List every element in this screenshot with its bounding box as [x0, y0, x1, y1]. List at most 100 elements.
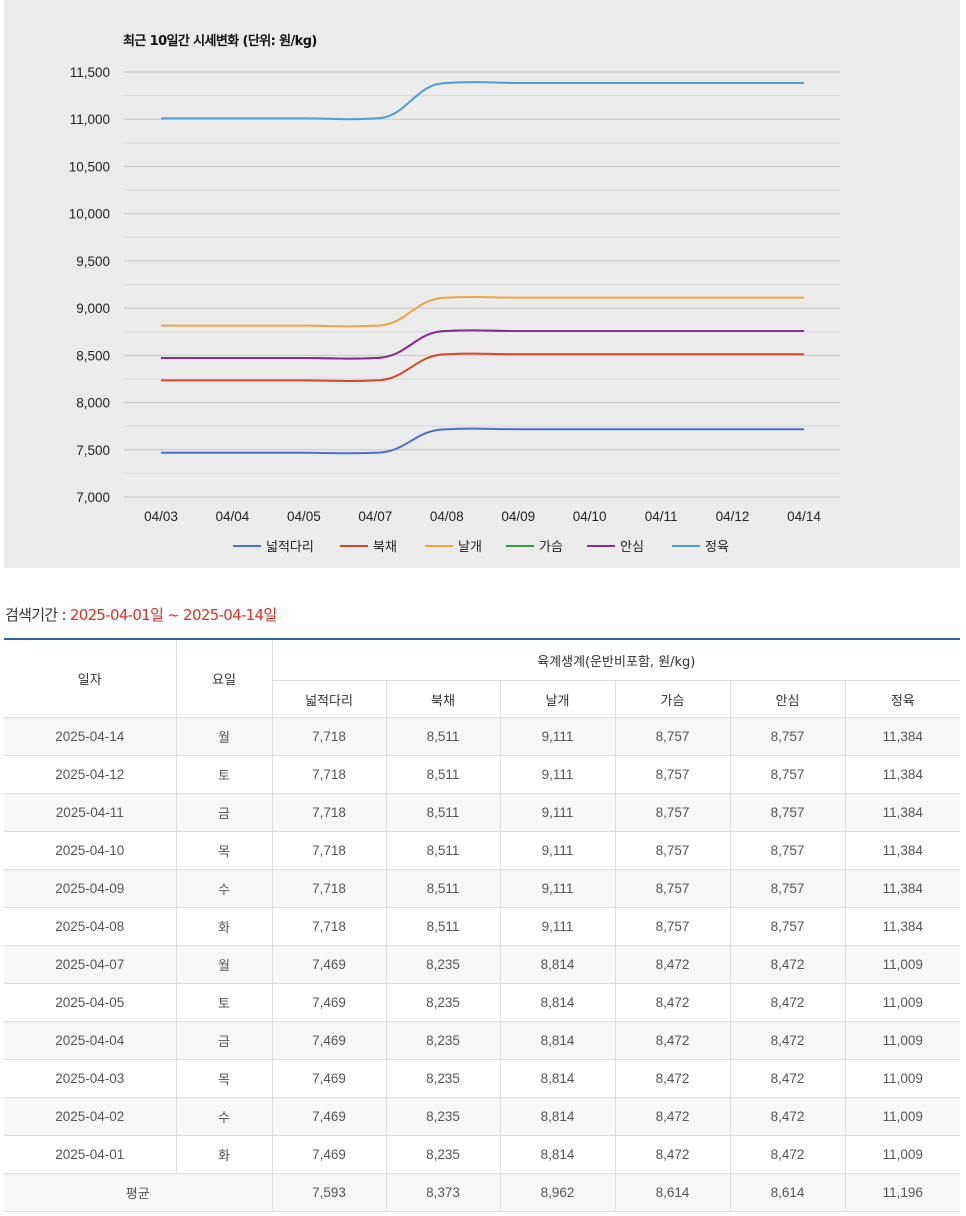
y-tick-label: 11,000 — [70, 112, 110, 127]
column-header-part: 가슴 — [614, 680, 731, 718]
legend-label[interactable]: 넓적다리 — [266, 540, 314, 555]
cell-price-넓적다리: 7,718 — [271, 831, 387, 870]
series-line-넓적다리 — [161, 427, 804, 455]
column-group-header: 육계생계(운반비포함, 원/kg) — [271, 638, 961, 681]
cell-price-넓적다리: 7,718 — [271, 793, 387, 832]
cell-price-안심: 8,757 — [729, 755, 846, 794]
chart-title: 최근 10일간 시세변화 (단위: 원/kg) — [123, 33, 317, 49]
y-tick-label: 8,500 — [76, 348, 110, 363]
x-tick-label: 04/12 — [716, 509, 750, 524]
cell-price-넓적다리: 7,469 — [271, 1021, 387, 1060]
cell-average-안심: 8,614 — [729, 1173, 846, 1212]
cell-price-안심: 8,472 — [729, 1059, 846, 1098]
x-tick-label: 04/14 — [787, 509, 821, 524]
legend-label[interactable]: 정육 — [705, 540, 729, 555]
y-tick-label: 7,000 — [76, 490, 110, 505]
cell-weekday: 목 — [175, 831, 273, 870]
y-tick-label: 9,500 — [76, 254, 110, 269]
table-row: 2025-04-08 화 7,718 8,511 9,111 8,757 8,757 11,3… — [4, 907, 961, 946]
table-row: 2025-04-02 수 7,469 8,235 8,814 8,472 8,472 11,0… — [4, 1097, 961, 1136]
x-tick-label: 04/09 — [501, 509, 535, 524]
cell-price-넓적다리: 7,469 — [271, 1135, 387, 1174]
cell-price-가슴: 8,757 — [614, 717, 731, 756]
cell-date: 2025-04-14 — [4, 717, 177, 756]
cell-weekday: 금 — [175, 1021, 273, 1060]
cell-price-날개: 8,814 — [499, 983, 616, 1022]
cell-price-북채: 8,235 — [385, 1097, 501, 1136]
table-row: 2025-04-04 금 7,469 8,235 8,814 8,472 8,472 11,0… — [4, 1021, 961, 1060]
cell-weekday: 화 — [175, 907, 273, 946]
chart-series — [160, 81, 804, 455]
search-period-range: 2025-04-01일 ~ 2025-04-14일 — [69, 606, 277, 624]
cell-price-가슴: 8,472 — [614, 1097, 731, 1136]
cell-price-정육: 11,009 — [844, 1059, 961, 1098]
cell-date: 2025-04-08 — [4, 907, 177, 946]
x-tick-label: 04/10 — [573, 509, 607, 524]
parts-header-row: 넓적다리 북채 날개 가슴 안심 정육 — [4, 680, 961, 718]
cell-average-북채: 8,373 — [385, 1173, 501, 1212]
column-header-part: 넓적다리 — [272, 680, 387, 718]
cell-price-정육: 11,009 — [844, 1097, 961, 1136]
cell-price-넓적다리: 7,469 — [271, 1059, 387, 1098]
cell-price-북채: 8,235 — [385, 983, 501, 1022]
series-line-안심 — [160, 329, 804, 360]
cell-price-안심: 8,757 — [729, 907, 846, 946]
cell-price-날개: 8,814 — [499, 1097, 616, 1136]
cell-price-넓적다리: 7,718 — [271, 717, 387, 756]
cell-price-안심: 8,472 — [729, 1021, 846, 1060]
cell-price-정육: 11,009 — [844, 983, 961, 1022]
search-period-label: 검색기간 : — [5, 606, 70, 624]
cell-price-정육: 11,384 — [844, 717, 961, 756]
cell-price-날개: 9,111 — [499, 755, 616, 794]
column-header-part: 날개 — [499, 680, 616, 718]
cell-price-북채: 8,511 — [385, 869, 501, 908]
cell-price-북채: 8,235 — [385, 1059, 501, 1098]
cell-average-넓적다리: 7,593 — [271, 1173, 387, 1212]
cell-price-가슴: 8,757 — [614, 793, 731, 832]
cell-price-날개: 9,111 — [499, 869, 616, 908]
y-axis-ticks: 7,000 7,500 8,000 8,500 9,000 9,500 10,000 10,5… — [69, 65, 110, 505]
price-table: 일자 요일 육계생계(운반비포함, 원/kg) 넓적다리 북채 날개 가슴 안심 정육 2… — [4, 638, 961, 1212]
series-line-북채 — [161, 352, 804, 383]
cell-price-안심: 8,757 — [729, 717, 846, 756]
series-line-정육 — [160, 81, 804, 121]
cell-date: 2025-04-12 — [4, 755, 177, 794]
cell-price-날개: 9,111 — [499, 717, 616, 756]
table-row: 2025-04-14 월 7,718 8,511 9,111 8,757 8,757 11,3… — [4, 717, 961, 756]
x-tick-label: 04/07 — [358, 509, 392, 524]
cell-date: 2025-04-03 — [4, 1059, 177, 1098]
x-tick-label: 04/11 — [645, 509, 678, 524]
cell-price-날개: 9,111 — [499, 831, 616, 870]
cell-average-label: 평균 — [4, 1173, 273, 1212]
cell-price-정육: 11,009 — [844, 1135, 961, 1174]
cell-weekday: 화 — [175, 1135, 273, 1174]
table-row: 2025-04-07 월 7,469 8,235 8,814 8,472 8,472 11,0… — [4, 945, 961, 984]
legend-label[interactable]: 안심 — [620, 540, 644, 555]
cell-price-안심: 8,757 — [729, 869, 846, 908]
price-chart-panel: 최근 10일간 시세변화 (단위: 원/kg) 7,000 7,500 8,000 8… — [4, 0, 960, 568]
table-row: 2025-04-10 목 7,718 8,511 9,111 8,757 8,757 11,3… — [4, 831, 961, 870]
cell-price-가슴: 8,472 — [614, 983, 731, 1022]
cell-price-정육: 11,009 — [844, 945, 961, 984]
price-line-chart: 최근 10일간 시세변화 (단위: 원/kg) 7,000 7,500 8,000 8… — [69, 33, 840, 555]
legend-label[interactable]: 북채 — [373, 540, 397, 555]
cell-price-안심: 8,472 — [729, 1135, 846, 1174]
table-row: 2025-04-03 목 7,469 8,235 8,814 8,472 8,472 11,0… — [4, 1059, 961, 1098]
cell-price-넓적다리: 7,718 — [271, 869, 387, 908]
cell-price-정육: 11,384 — [844, 831, 961, 870]
cell-price-날개: 9,111 — [499, 907, 616, 946]
cell-price-정육: 11,384 — [844, 869, 961, 908]
cell-price-북채: 8,511 — [385, 907, 501, 946]
column-header-part: 정육 — [844, 680, 961, 718]
chart-legend: 넓적다리 북채 날개 가슴 안심 정육 — [233, 540, 729, 555]
legend-label[interactable]: 가슴 — [539, 540, 563, 555]
cell-price-정육: 11,009 — [844, 1021, 961, 1060]
cell-price-안심: 8,472 — [729, 945, 846, 984]
x-tick-label: 04/04 — [216, 509, 250, 524]
cell-weekday: 월 — [175, 945, 273, 984]
cell-price-안심: 8,472 — [729, 1097, 846, 1136]
cell-price-날개: 9,111 — [499, 793, 616, 832]
legend-label[interactable]: 날개 — [458, 540, 482, 555]
cell-price-정육: 11,384 — [844, 755, 961, 794]
cell-price-가슴: 8,472 — [614, 1059, 731, 1098]
